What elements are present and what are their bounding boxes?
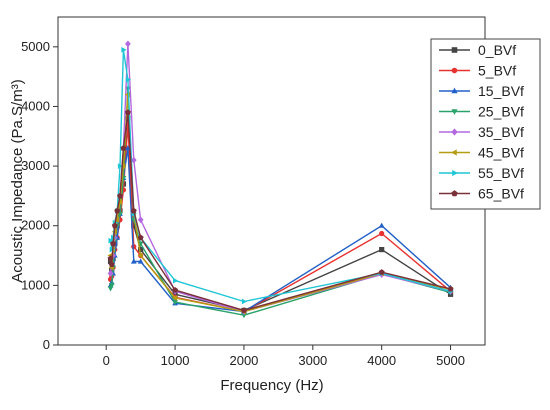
legend: 0_BVf 5_BVf 15_BVf 25_BVf 35_BVf 45_BVf 55_BVf… (430, 38, 541, 210)
series-65_BVf (107, 109, 454, 313)
data-point (173, 277, 179, 284)
data-point (109, 267, 115, 274)
data-point (241, 298, 248, 305)
data-point (107, 286, 114, 292)
data-point (121, 46, 127, 53)
x-tick-label: 1000 (161, 353, 190, 368)
legend-item: 35_BVf (439, 124, 524, 140)
series-line (109, 49, 451, 303)
series-line (109, 111, 451, 312)
data-point (378, 222, 385, 228)
y-tick-label: 1000 (21, 277, 50, 292)
legend-item: 15_BVf (439, 83, 524, 99)
legend-box (430, 38, 541, 210)
data-point (114, 207, 121, 214)
data-point (451, 47, 458, 53)
data-point (110, 240, 117, 247)
data-point (241, 313, 247, 319)
y-tick-label: 2000 (21, 218, 50, 233)
legend-item: 45_BVf (439, 145, 524, 161)
data-point (130, 207, 137, 214)
data-point (125, 40, 131, 48)
data-point (114, 216, 120, 223)
data-point (130, 156, 137, 164)
data-point (137, 252, 143, 259)
data-point (120, 145, 127, 151)
data-point (108, 283, 115, 289)
data-point (137, 216, 144, 224)
data-point (451, 87, 458, 94)
data-point (125, 145, 131, 151)
data-point (125, 76, 132, 83)
data-point (107, 270, 114, 277)
data-point (378, 269, 385, 275)
data-point (107, 255, 114, 262)
legend-label: 25_BVf (478, 104, 524, 120)
data-point (130, 258, 137, 264)
data-point (131, 223, 137, 229)
legend-item: 5_BVf (439, 63, 516, 79)
data-point (379, 246, 385, 253)
data-point (111, 222, 118, 229)
legend-item: 25_BVf (439, 104, 524, 120)
data-point (108, 261, 115, 268)
legend-label: 55_BVf (478, 165, 524, 181)
series-line (109, 147, 452, 313)
legend-item: 0_BVf (439, 42, 516, 58)
data-point (451, 67, 458, 74)
data-point (171, 295, 178, 301)
legend-item: 55_BVf (439, 165, 524, 181)
data-point (108, 237, 114, 244)
legend-label: 0_BVf (478, 42, 516, 58)
series-45_BVf (107, 91, 453, 315)
series-15_BVf (107, 145, 454, 314)
data-point (172, 299, 178, 306)
x-axis-title: Frequency (Hz) (220, 377, 323, 394)
data-point (451, 109, 458, 115)
data-point (240, 307, 247, 313)
legend-label: 35_BVf (478, 124, 524, 140)
y-tick-label: 5000 (21, 39, 50, 54)
legend-item: 65_BVf (439, 186, 524, 202)
data-point (451, 149, 457, 156)
data-point (137, 234, 144, 241)
data-point (451, 190, 458, 197)
x-tick-label: 3000 (298, 353, 327, 368)
data-point (137, 258, 144, 264)
x-tick-label: 5000 (436, 353, 465, 368)
y-tick-label: 0 (43, 337, 50, 352)
data-point (172, 287, 179, 293)
series-layer (107, 40, 454, 319)
legend-label: 45_BVf (478, 145, 524, 161)
data-point (447, 285, 454, 292)
x-tick-label: 4000 (367, 353, 396, 368)
x-tick-label: 2000 (229, 353, 258, 368)
data-point (138, 246, 144, 253)
series-line (109, 43, 451, 313)
legend-label: 5_BVf (478, 63, 516, 79)
series-0_BVf (107, 115, 454, 314)
axes: 0 1000 2000 3000 4000 5000 0 1000 2000 3000 4000 50… (21, 39, 465, 368)
data-point (124, 109, 131, 115)
data-point (379, 230, 385, 237)
legend-label: 15_BVf (478, 83, 524, 99)
series-line (109, 123, 452, 313)
data-point (451, 128, 458, 136)
legend-label: 65_BVf (478, 186, 524, 202)
x-tick-label: 0 (103, 353, 110, 368)
y-tick-label: 3000 (21, 158, 50, 173)
y-axis-title: Acoustic Impedance (Pa.S/m³) (9, 79, 26, 282)
data-point (117, 163, 124, 169)
y-tick-label: 4000 (21, 98, 50, 113)
series-55_BVf (108, 46, 454, 305)
data-point (117, 192, 123, 199)
data-point (452, 169, 458, 177)
